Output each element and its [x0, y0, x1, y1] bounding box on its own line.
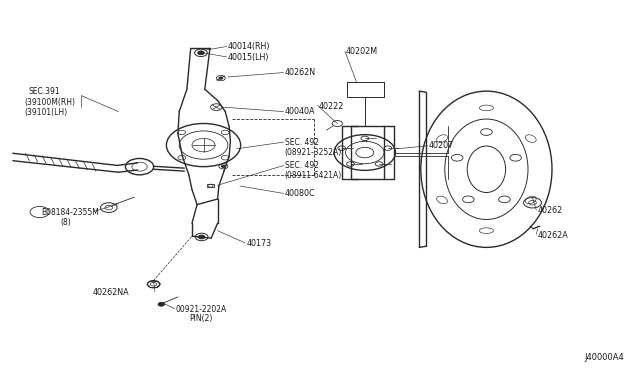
- Text: SEC. 492: SEC. 492: [285, 161, 319, 170]
- Circle shape: [219, 77, 223, 79]
- Text: 40207: 40207: [429, 141, 454, 150]
- Bar: [207, 184, 214, 187]
- Circle shape: [158, 302, 164, 306]
- Circle shape: [198, 235, 205, 239]
- Text: 40262: 40262: [538, 206, 563, 215]
- Circle shape: [221, 165, 225, 167]
- Text: (08921-3252A): (08921-3252A): [285, 148, 342, 157]
- Text: 40080C: 40080C: [285, 189, 316, 198]
- Text: 40015(LH): 40015(LH): [227, 53, 269, 62]
- Text: B08184-2355M: B08184-2355M: [42, 208, 99, 217]
- Text: 40222: 40222: [319, 102, 344, 110]
- Circle shape: [198, 51, 204, 55]
- Text: 40040A: 40040A: [285, 107, 316, 116]
- Text: 40262NA: 40262NA: [93, 288, 129, 296]
- Text: SEC. 492: SEC. 492: [285, 138, 319, 147]
- Text: 40202M: 40202M: [346, 47, 378, 56]
- Text: 40262A: 40262A: [538, 231, 568, 240]
- Text: (8): (8): [61, 218, 72, 227]
- Text: 40014(RH): 40014(RH): [227, 42, 269, 51]
- Text: 40262N: 40262N: [285, 68, 316, 77]
- Text: (39101(LH): (39101(LH): [24, 108, 67, 117]
- Text: 40173: 40173: [246, 239, 271, 248]
- Text: 00921-2202A: 00921-2202A: [176, 305, 227, 314]
- Text: J40000A4: J40000A4: [584, 353, 624, 362]
- Text: PIN(2): PIN(2): [189, 314, 212, 323]
- Text: SEC.391: SEC.391: [29, 87, 60, 96]
- Text: (08911-6421A): (08911-6421A): [285, 171, 342, 180]
- Text: (39100M(RH): (39100M(RH): [24, 98, 76, 107]
